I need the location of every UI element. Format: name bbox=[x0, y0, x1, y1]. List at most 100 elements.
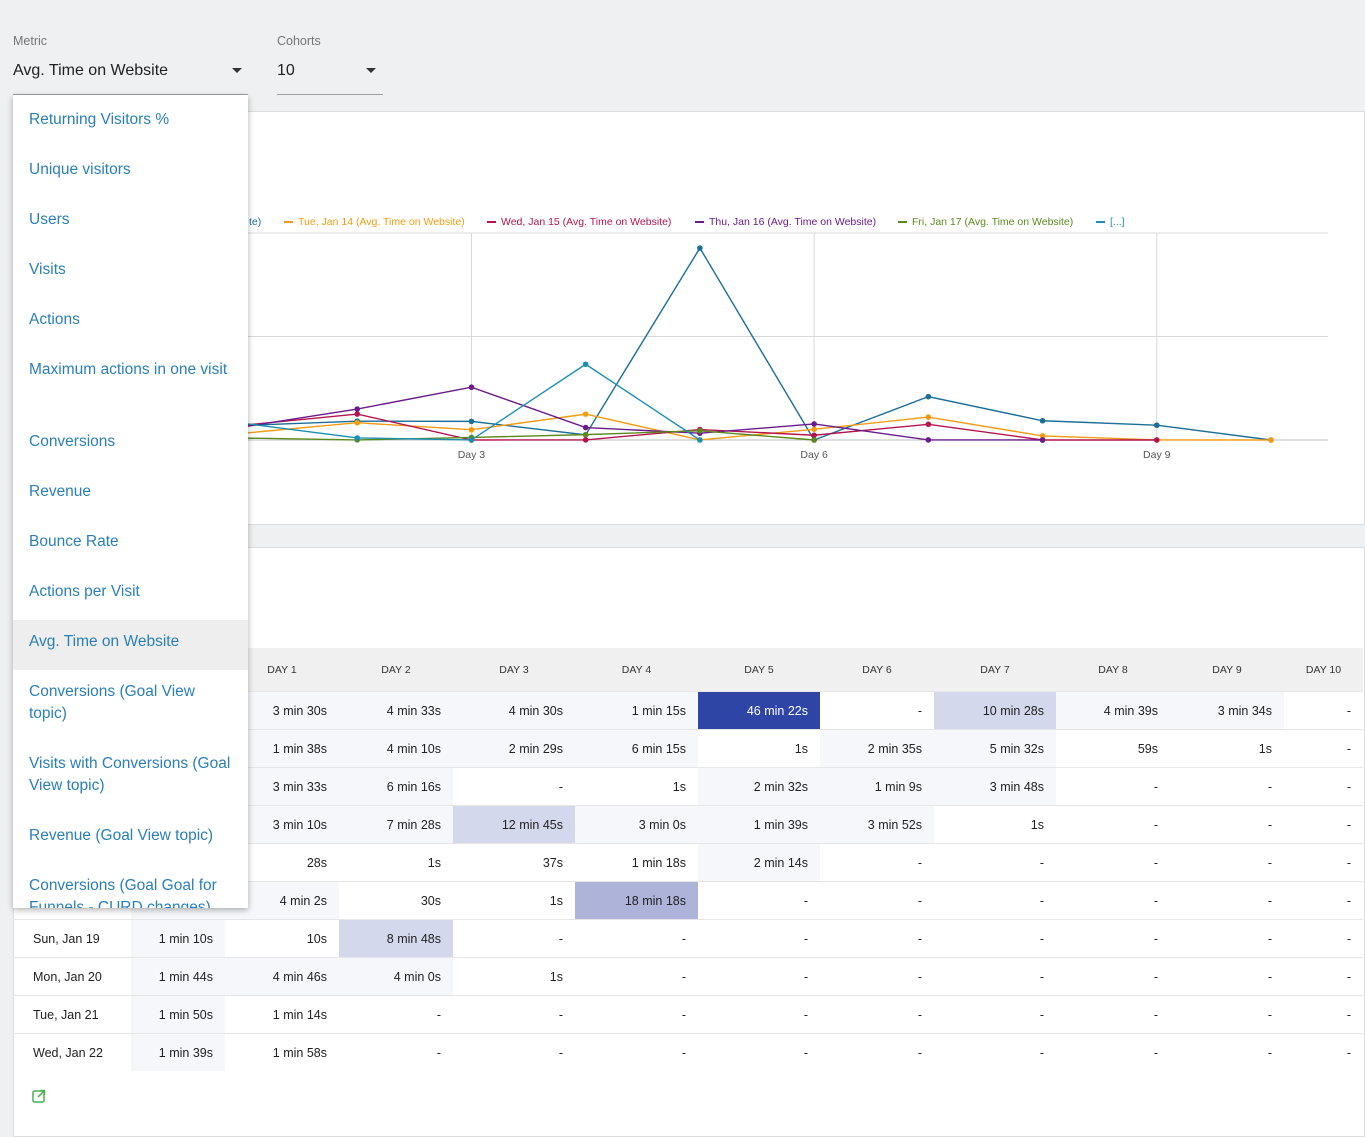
dropdown-option[interactable]: Maximum actions in one visit bbox=[13, 348, 248, 420]
data-point[interactable] bbox=[811, 437, 817, 443]
data-point[interactable] bbox=[1039, 437, 1046, 443]
data-point[interactable] bbox=[582, 431, 589, 438]
cohort-cell: - bbox=[1056, 767, 1170, 806]
cohort-cell: - bbox=[698, 995, 820, 1034]
column-header[interactable]: DAY 8 bbox=[1056, 648, 1170, 692]
column-header[interactable]: DAY 7 bbox=[934, 648, 1056, 692]
cohort-cell: - bbox=[698, 881, 820, 920]
table-header-row: DAY 1 DAY 2 DAY 3 DAY 4 DAY 5 DAY 6 DAY 7 DAY 8… bbox=[13, 648, 1363, 692]
data-point[interactable] bbox=[697, 245, 703, 251]
data-point[interactable] bbox=[354, 435, 361, 441]
dropdown-option-label: Actions per Visit bbox=[29, 583, 140, 600]
dropdown-option[interactable]: Bounce Rate bbox=[13, 520, 248, 570]
cohort-cell: 6 min 16s bbox=[339, 767, 453, 806]
dropdown-option[interactable]: Actions per Visit bbox=[13, 570, 248, 620]
cohort-cell: - bbox=[698, 957, 820, 996]
data-point[interactable] bbox=[468, 426, 475, 433]
cohort-cell: - bbox=[934, 919, 1056, 958]
dropdown-option[interactable]: Users bbox=[13, 198, 248, 248]
cohort-cell: - bbox=[1284, 843, 1363, 882]
data-point[interactable] bbox=[582, 411, 589, 417]
data-point[interactable] bbox=[925, 421, 932, 428]
data-point[interactable] bbox=[1268, 437, 1274, 443]
dropdown-option-label: Revenue bbox=[29, 483, 92, 500]
column-header[interactable]: DAY 3 bbox=[453, 648, 575, 692]
x-tick-label: Day 9 bbox=[1143, 449, 1171, 461]
data-point[interactable] bbox=[354, 411, 361, 417]
data-point[interactable] bbox=[468, 384, 475, 391]
data-point[interactable] bbox=[697, 427, 703, 434]
data-point[interactable] bbox=[811, 421, 817, 427]
cohort-cell: - bbox=[1056, 995, 1170, 1034]
export-icon[interactable] bbox=[31, 1088, 47, 1104]
column-header[interactable]: DAY 6 bbox=[820, 648, 934, 692]
data-point[interactable] bbox=[582, 361, 589, 368]
dropdown-option[interactable]: Revenue bbox=[13, 470, 248, 520]
data-point[interactable] bbox=[925, 414, 932, 420]
caret-down-icon[interactable] bbox=[232, 68, 242, 73]
data-point[interactable] bbox=[468, 418, 475, 425]
cohorts-select[interactable]: 10 bbox=[277, 62, 295, 79]
cohort-cell: 1s bbox=[453, 881, 575, 920]
column-header[interactable]: DAY 2 bbox=[339, 648, 453, 692]
cohort-cell: 4 min 39s bbox=[1056, 691, 1170, 730]
data-point[interactable] bbox=[468, 437, 475, 443]
cohort-cell: - bbox=[1284, 957, 1363, 996]
dropdown-option[interactable]: Conversions bbox=[13, 420, 248, 470]
metric-select[interactable]: Avg. Time on Website bbox=[13, 62, 169, 79]
dropdown-option[interactable]: Avg. Time on Website bbox=[13, 620, 248, 670]
dropdown-option-label: Revenue (Goal View topic) bbox=[29, 827, 214, 844]
data-point[interactable] bbox=[811, 432, 817, 439]
cohort-cell: - bbox=[934, 843, 1056, 882]
cohort-cell: - bbox=[575, 957, 698, 996]
dropdown-option[interactable]: Visits with Conversions (Goal View topic… bbox=[13, 742, 248, 814]
data-point[interactable] bbox=[697, 437, 703, 443]
data-point[interactable] bbox=[582, 424, 589, 431]
dropdown-option[interactable]: Conversions (Goal Goal for Funnels - CUR… bbox=[13, 864, 248, 908]
series-line bbox=[242, 386, 1043, 441]
cohort-cell: - bbox=[339, 995, 453, 1034]
dropdown-option[interactable]: Visits bbox=[13, 248, 248, 298]
data-point[interactable] bbox=[1039, 433, 1046, 439]
cohort-cell: - bbox=[339, 1033, 453, 1071]
cohort-cell: 4 min 0s bbox=[339, 957, 453, 996]
data-point[interactable] bbox=[811, 426, 817, 433]
column-header[interactable]: DAY 5 bbox=[698, 648, 820, 692]
legend-item[interactable]: Tue, Jan 14 (Avg. Time on Website) bbox=[284, 216, 465, 228]
data-point[interactable] bbox=[925, 437, 932, 443]
caret-down-icon[interactable] bbox=[366, 68, 376, 73]
cohort-cell: 3 min 52s bbox=[820, 805, 934, 844]
cohort-cell: - bbox=[453, 995, 575, 1034]
dropdown-option[interactable]: Unique visitors bbox=[13, 148, 248, 198]
data-point[interactable] bbox=[582, 437, 589, 443]
data-point[interactable] bbox=[1153, 422, 1160, 429]
column-header[interactable]: DAY 10 bbox=[1284, 648, 1363, 692]
cohort-label: Mon, Jan 20 bbox=[13, 957, 131, 996]
legend-item[interactable]: Thu, Jan 16 (Avg. Time on Website) bbox=[695, 216, 876, 228]
legend-item[interactable]: Wed, Jan 15 (Avg. Time on Website) bbox=[487, 216, 671, 228]
dropdown-option[interactable]: Returning Visitors % bbox=[13, 98, 248, 148]
cohort-cell: 1s bbox=[339, 843, 453, 882]
data-point[interactable] bbox=[925, 393, 932, 400]
cohort-cell: - bbox=[820, 957, 934, 996]
legend-item[interactable]: te) bbox=[249, 216, 261, 228]
cohort-cell: 2 min 32s bbox=[698, 767, 820, 806]
legend-item[interactable]: [...] bbox=[1096, 216, 1125, 228]
column-header[interactable]: DAY 9 bbox=[1170, 648, 1284, 692]
data-point[interactable] bbox=[1153, 437, 1160, 443]
dropdown-option-label: Users bbox=[29, 211, 70, 228]
data-point[interactable] bbox=[354, 406, 361, 412]
dropdown-option[interactable]: Conversions (Goal View topic) bbox=[13, 670, 248, 742]
data-point[interactable] bbox=[1039, 417, 1046, 424]
cohort-cell: - bbox=[1170, 843, 1284, 882]
dropdown-option[interactable]: Revenue (Goal View topic) bbox=[13, 814, 248, 864]
chart-grid bbox=[243, 232, 1328, 441]
column-header[interactable]: DAY 4 bbox=[575, 648, 698, 692]
cohort-cell: 1s bbox=[698, 729, 820, 768]
data-point[interactable] bbox=[354, 419, 361, 426]
legend-swatch bbox=[1096, 221, 1105, 224]
dropdown-option[interactable]: Actions bbox=[13, 298, 248, 348]
legend-item[interactable]: Fri, Jan 17 (Avg. Time on Website) bbox=[898, 216, 1073, 228]
cohort-cell: 2 min 35s bbox=[820, 729, 934, 768]
cohort-cell: 30s bbox=[339, 881, 453, 920]
